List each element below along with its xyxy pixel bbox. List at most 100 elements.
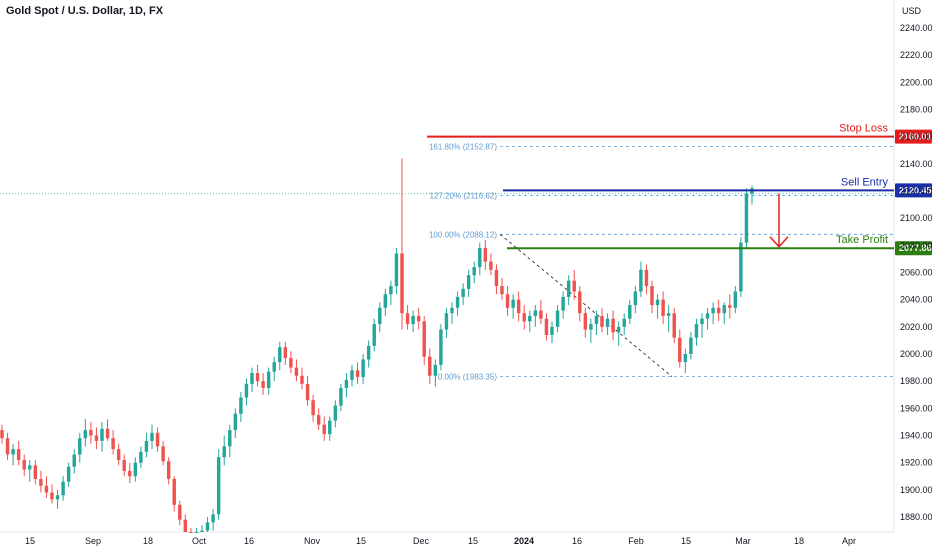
y-tick-label: 2100.00 [900, 213, 932, 223]
x-tick-label: Mar [735, 536, 751, 546]
candle-body [539, 310, 543, 319]
candle-body [561, 296, 565, 311]
candle-body [683, 354, 688, 363]
candle-body [316, 415, 321, 425]
level-price-tag [895, 183, 932, 198]
level-price-tag [895, 129, 932, 144]
x-tick-label: Sep [85, 536, 101, 546]
candle-body [172, 478, 176, 505]
candle-body [244, 383, 249, 398]
candle-body [722, 305, 726, 314]
candle-body [111, 438, 115, 450]
candle-body [300, 375, 304, 384]
candle-body [200, 530, 204, 532]
x-tick-label: Apr [842, 536, 856, 546]
candle-body [250, 373, 254, 384]
candle-body [39, 478, 43, 486]
x-tick-label: Feb [628, 536, 644, 546]
candle-body [550, 326, 554, 335]
candle-body [394, 253, 399, 287]
candle-body [616, 326, 621, 333]
candle-body [572, 280, 576, 292]
candle-body [672, 313, 676, 338]
y-tick-label: 1920.00 [900, 458, 932, 468]
down-arrow-head [769, 236, 789, 248]
candle-body [344, 379, 349, 388]
candle-body [383, 294, 388, 308]
candle-body [678, 337, 682, 363]
candle-body [150, 432, 154, 441]
candle-body [711, 307, 715, 314]
candle-body [122, 459, 126, 471]
x-tick-label: Oct [192, 536, 207, 546]
candle-body [183, 519, 188, 532]
candle-body [472, 267, 476, 276]
x-tick-label: 18 [794, 536, 804, 546]
candle-body [522, 313, 526, 322]
candle-body [639, 269, 643, 292]
candle-body [733, 291, 738, 308]
candle-body [455, 296, 460, 308]
y-tick-label: 2040.00 [900, 295, 932, 305]
candle-body [233, 413, 238, 431]
candle-body [500, 286, 504, 295]
y-tick-label: 2200.00 [900, 77, 932, 87]
y-tick-label: 2080.00 [900, 240, 932, 250]
candle-body [611, 318, 615, 333]
candle-body [55, 495, 60, 500]
candle-body [355, 370, 360, 378]
level-name-label: Sell Entry [841, 176, 889, 188]
fib-anchor-line [499, 233, 673, 377]
candle-body [372, 324, 376, 346]
candle-body [311, 400, 315, 416]
candle-body [389, 286, 393, 295]
levels-layer: Stop Loss 2160.01 Sell Entry 2120.45 Take Pr… [427, 123, 932, 256]
candle-body [228, 430, 232, 447]
fib-label: 100.00% (2088.12) [429, 230, 497, 239]
candle-body [178, 504, 182, 520]
y-tick-label: 2240.00 [900, 23, 932, 33]
candle-body [94, 435, 99, 441]
candle-body [255, 373, 260, 382]
candle-body [411, 315, 415, 325]
x-tick-label: Nov [304, 536, 321, 546]
y-tick-label: 1940.00 [900, 431, 932, 441]
candle-body [283, 347, 288, 359]
x-tick-label: 2024 [514, 536, 534, 546]
candle-body [78, 438, 82, 455]
candle-body [266, 371, 271, 388]
candle-body [66, 466, 71, 482]
candle-body [289, 358, 293, 368]
candle-body [272, 362, 276, 372]
candle-body [89, 430, 93, 436]
fib-label: 0.00% (1983.35) [438, 373, 497, 382]
candle-body [105, 428, 110, 439]
candle-body [416, 315, 421, 322]
candle-body [700, 318, 704, 325]
x-tick-label: 16 [572, 536, 582, 546]
level-price-tag [895, 241, 932, 256]
candle-body [305, 383, 310, 401]
y-tick-label: 2220.00 [900, 50, 932, 60]
candle-body [628, 305, 632, 319]
candle-body [622, 318, 626, 327]
candle-body [22, 459, 26, 470]
candle-body [589, 324, 593, 330]
candle-body [744, 193, 749, 243]
candle-body [322, 424, 326, 435]
x-ticks-layer: 15 Sep 18 Oct 16 Nov 15 Dec 15 2024 16 Feb 15 Mar 18 Ap… [25, 536, 856, 546]
candle-body [50, 492, 54, 500]
candle-body [494, 269, 499, 287]
y-tick-label: 1980.00 [900, 376, 932, 386]
fib-label: 161.80% (2152.87) [429, 142, 497, 151]
candle-body [378, 307, 382, 325]
candle-body [650, 286, 654, 306]
candle-body [216, 457, 221, 515]
candle-body [222, 446, 226, 458]
candle-body [439, 329, 443, 365]
candle-body [155, 432, 160, 447]
x-tick-label: 18 [143, 536, 153, 546]
candle-body [644, 269, 649, 287]
candle-body [716, 307, 721, 314]
